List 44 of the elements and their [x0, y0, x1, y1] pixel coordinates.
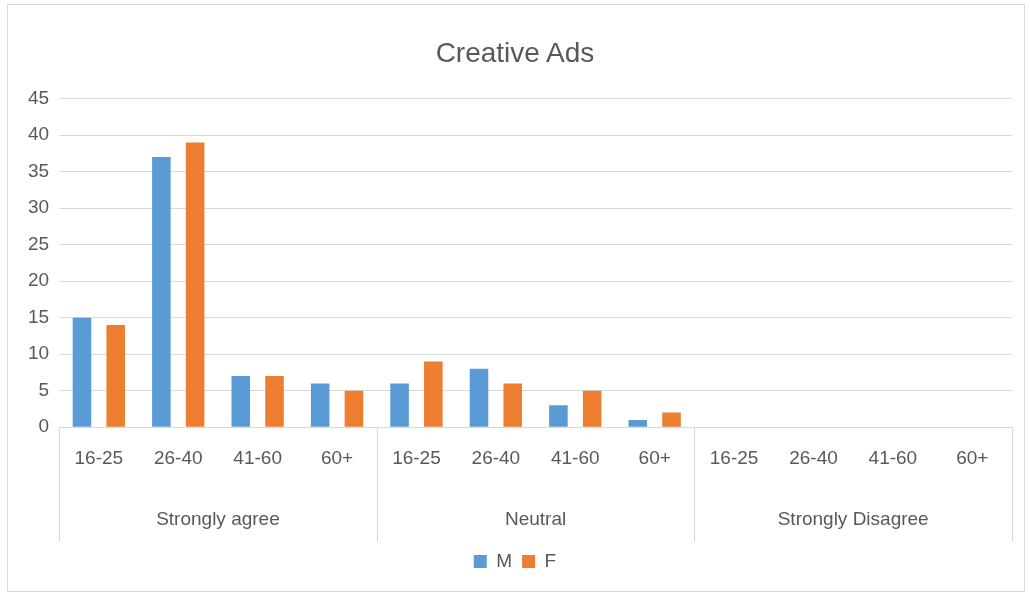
bar	[503, 383, 523, 427]
text: Strongly agree	[156, 508, 280, 530]
bar	[152, 157, 171, 427]
bar	[662, 412, 681, 427]
y-tick-label: 30	[27, 196, 50, 218]
bar	[344, 390, 364, 427]
bar	[185, 142, 205, 427]
y-tick-label: 35	[27, 159, 50, 181]
y-tick-label: 0	[38, 415, 50, 437]
bar	[424, 361, 443, 427]
bar	[469, 368, 489, 427]
x-tick-label: 60+	[638, 446, 671, 468]
bar	[582, 390, 602, 427]
bar	[106, 324, 125, 427]
legend-label: M	[496, 549, 513, 571]
x-tick-label: 26-40	[789, 446, 838, 468]
bar	[265, 376, 284, 427]
x-tick-label: 60+	[320, 446, 354, 468]
x-tick-label: 16-25	[709, 446, 759, 468]
legend-label: F	[544, 549, 557, 571]
x-tick-label: 41-60	[868, 446, 918, 468]
bar	[549, 405, 568, 427]
y-tick-label: 15	[27, 305, 50, 327]
x-tick-label: 60+	[956, 446, 989, 468]
y-tick-label: 10	[27, 342, 50, 364]
y-tick-label: 45	[27, 86, 50, 108]
text: Strongly Disagree	[777, 508, 929, 530]
chart-title: Creative Ads	[435, 36, 595, 68]
x-tick-label: 16-25	[392, 446, 441, 468]
bar	[72, 317, 92, 427]
bar	[310, 383, 330, 427]
bar	[628, 419, 648, 427]
x-tick-label: 26-40	[471, 446, 521, 468]
y-tick-label: 5	[38, 378, 50, 400]
x-tick-label: 26-40	[153, 446, 203, 468]
text: Neutral	[504, 508, 567, 530]
x-tick-label: 41-60	[233, 446, 282, 468]
x-tick-label: 16-25	[74, 446, 124, 468]
x-tick-label: 41-60	[550, 446, 600, 468]
y-tick-label: 40	[27, 123, 50, 145]
y-tick-label: 20	[27, 269, 50, 291]
bar	[390, 383, 409, 427]
bar	[231, 376, 251, 427]
y-tick-label: 25	[27, 232, 50, 254]
